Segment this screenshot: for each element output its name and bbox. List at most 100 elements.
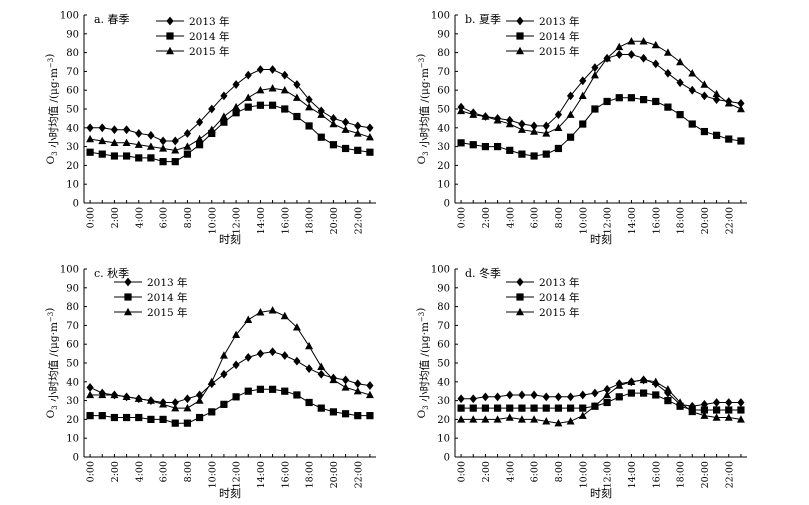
data-point (159, 400, 168, 408)
y-axis-label-part: 3 (51, 405, 59, 409)
x-tick-label: 0:00 (457, 461, 468, 482)
legend-marker (124, 307, 132, 316)
data-point (566, 110, 575, 118)
data-point (639, 375, 648, 384)
x-tick-label: 22:00 (353, 461, 364, 488)
data-point (122, 125, 131, 135)
y-tick-label: 70 (437, 321, 450, 332)
x-tick-label: 18:00 (305, 207, 316, 234)
data-point (329, 375, 338, 384)
y-axis-label-part: −3 (418, 58, 426, 68)
data-point (353, 387, 362, 395)
x-tick-label: 20:00 (700, 207, 711, 234)
data-point (268, 385, 277, 393)
y-tick-label: 80 (437, 302, 450, 313)
y-tick-label: 90 (437, 283, 450, 294)
data-point (627, 389, 636, 397)
data-point (591, 105, 599, 113)
y-tick-label: 30 (437, 142, 450, 153)
data-point (329, 114, 338, 123)
x-tick-label: 6:00 (159, 207, 170, 228)
data-point (183, 394, 192, 404)
data-point (591, 63, 599, 73)
data-point (365, 133, 374, 141)
data-point (530, 390, 538, 400)
y-tick-label: 60 (437, 86, 450, 97)
data-point (725, 398, 733, 407)
data-point (147, 154, 155, 162)
y-tick-label: 10 (437, 180, 450, 191)
data-point (530, 415, 539, 423)
data-point (554, 418, 563, 427)
data-point (159, 144, 168, 152)
data-point (554, 110, 563, 120)
data-point (688, 407, 697, 416)
data-point (712, 89, 721, 98)
data-point (566, 404, 575, 412)
data-point (171, 398, 179, 407)
data-point (579, 404, 587, 412)
legend-entry-1: 2013 年 (114, 276, 188, 289)
legend-marker (166, 16, 174, 26)
y-axis-label-part: 小时均值 /(μg·m (47, 322, 60, 405)
data-point (518, 404, 526, 412)
data-point (317, 362, 326, 370)
legend-entry-1: 2013 年 (506, 276, 580, 289)
x-tick-label: 4:00 (134, 207, 145, 228)
data-point (146, 142, 155, 150)
series-2 (457, 389, 745, 414)
chart-panel-2: 0 10 20 30 40 50 60 70 80 90 100 0:00 2:00 4:00 6:00 8:… (415, 11, 747, 246)
data-point (280, 86, 289, 94)
data-point (256, 308, 265, 316)
data-point (341, 383, 350, 391)
data-point (603, 54, 612, 62)
y-tick-label: 60 (437, 340, 450, 351)
data-point (615, 50, 623, 59)
data-point (171, 146, 180, 154)
data-point (517, 125, 526, 133)
data-point (232, 102, 241, 111)
x-tick-label: 16:00 (280, 207, 291, 234)
y-axis-label-part: ) (415, 308, 427, 312)
chart-panel-1: 0 10 20 30 40 50 60 70 80 90 100 0:00 2:00 4:00 6:00 8:… (44, 11, 376, 246)
data-point (566, 91, 575, 101)
x-tick-label: 4:00 (505, 461, 516, 482)
legend-label: 2015 年 (147, 306, 188, 319)
series-line (89, 351, 370, 403)
data-point (542, 417, 551, 425)
data-point (134, 140, 143, 148)
data-point (183, 150, 192, 158)
data-point (700, 127, 709, 136)
data-point (281, 387, 289, 395)
data-point (457, 404, 465, 412)
data-point (627, 50, 636, 59)
data-point (305, 398, 313, 407)
data-point (493, 143, 502, 151)
legend-marker (516, 293, 524, 301)
data-point (493, 415, 502, 423)
data-point (615, 393, 623, 401)
data-point (195, 141, 204, 149)
data-point (457, 415, 466, 423)
data-point (183, 403, 192, 412)
legend-entry-2: 2014 年 (506, 30, 580, 43)
x-tick-label: 14:00 (256, 207, 267, 234)
y-axis-label-part: 小时均值 /(μg·m (418, 68, 431, 151)
data-point (506, 390, 514, 400)
data-point (700, 91, 709, 101)
data-point (664, 103, 672, 111)
y-tick-label: 0 (444, 199, 450, 210)
data-point (244, 70, 252, 80)
data-point (244, 93, 253, 101)
x-tick-label: 0:00 (457, 207, 468, 228)
data-point (317, 133, 325, 141)
series-line (90, 388, 370, 424)
legend-label: 2015 年 (539, 45, 580, 58)
x-tick-label: 22:00 (724, 207, 735, 234)
series-line (461, 379, 741, 424)
legend-entry-3: 2015 年 (506, 306, 580, 319)
legend-entry-3: 2015 年 (156, 45, 230, 58)
data-point (469, 404, 477, 412)
data-point (481, 392, 490, 402)
y-axis-label-part: O (416, 155, 428, 164)
